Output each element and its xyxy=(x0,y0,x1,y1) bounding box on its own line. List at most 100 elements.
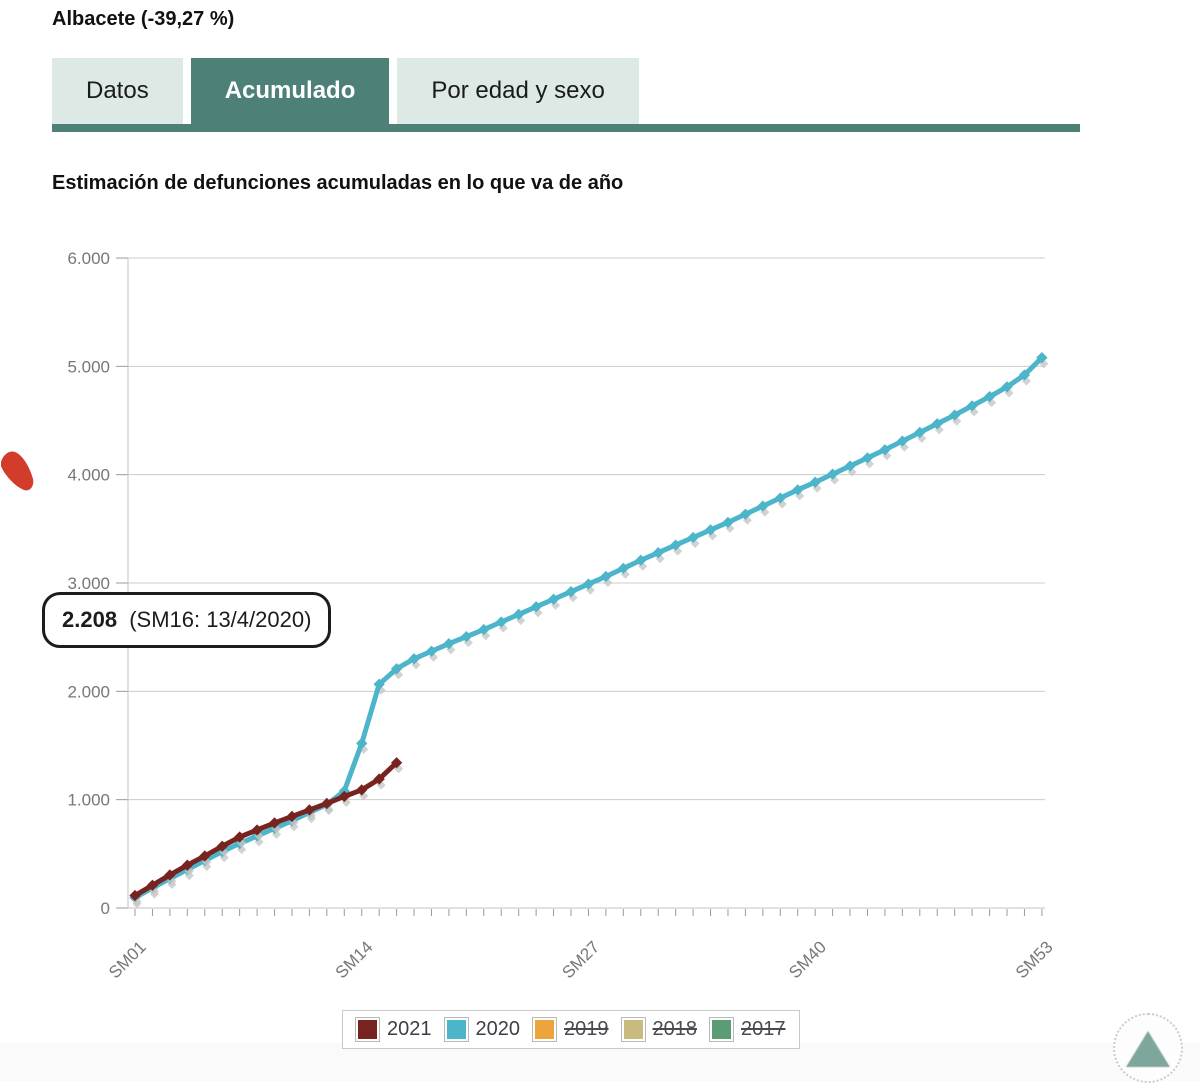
data-point-marker xyxy=(373,773,385,785)
data-point-marker xyxy=(879,444,891,456)
data-point-marker xyxy=(356,737,368,749)
y-axis-label: 6.000 xyxy=(67,249,110,268)
x-axis-label: SM27 xyxy=(558,937,603,982)
legend-item-2019[interactable]: 2019 xyxy=(532,1017,609,1042)
data-point-marker xyxy=(338,790,350,803)
data-point-marker xyxy=(268,817,281,829)
data-point-marker xyxy=(931,418,943,430)
legend-swatch-2019 xyxy=(532,1017,557,1042)
data-point-marker xyxy=(1036,352,1048,364)
data-point-marker xyxy=(443,638,455,650)
data-point-marker xyxy=(460,630,473,643)
data-point-marker xyxy=(582,578,595,590)
tab-por-edad-y-sexo[interactable]: Por edad y sexo xyxy=(397,58,639,124)
legend-label: 2021 xyxy=(387,1018,432,1040)
data-point-marker xyxy=(617,562,629,575)
y-axis-label: 4.000 xyxy=(67,466,110,485)
red-scribble-mark xyxy=(1,451,34,491)
data-point-marker xyxy=(425,645,438,657)
scroll-top-button[interactable] xyxy=(1113,1013,1183,1083)
series-2021 xyxy=(129,757,404,907)
legend-item-2018[interactable]: 2018 xyxy=(620,1017,698,1042)
data-point-marker xyxy=(861,452,874,464)
data-point-marker xyxy=(146,879,159,891)
data-point-marker xyxy=(844,460,856,472)
legend-swatch-2021 xyxy=(355,1017,380,1042)
chart-title: Estimación de defunciones acumuladas en … xyxy=(52,172,624,194)
tab-bar: Datos Acumulado Por edad y sexo xyxy=(52,58,647,124)
legend-label: 2019 xyxy=(564,1018,609,1040)
data-point-marker xyxy=(547,593,560,605)
legend-swatch-2018 xyxy=(620,1017,646,1042)
data-point-marker xyxy=(164,869,176,881)
data-point-marker xyxy=(530,601,542,613)
data-point-marker xyxy=(565,586,577,598)
data-point-marker xyxy=(896,435,909,447)
series-line-2021 xyxy=(132,760,400,899)
legend-label: 2018 xyxy=(652,1018,698,1040)
tab-acumulado[interactable]: Acumulado xyxy=(190,58,390,124)
legend-item-2020[interactable]: 2020 xyxy=(443,1017,521,1042)
x-axis-label: SM53 xyxy=(1012,937,1057,982)
data-point-marker xyxy=(321,797,333,810)
data-point-marker xyxy=(181,859,193,871)
tooltip-value: 2.208 xyxy=(62,607,118,632)
legend-item-2017[interactable]: 2017 xyxy=(709,1017,786,1042)
data-point-marker xyxy=(390,663,403,675)
data-point-marker xyxy=(513,608,525,621)
data-point-marker xyxy=(233,831,246,843)
data-point-marker xyxy=(635,554,647,566)
tab-underline xyxy=(52,124,1080,132)
data-point-marker xyxy=(478,623,490,636)
bottom-strip xyxy=(0,1043,1200,1081)
data-point-marker xyxy=(408,653,420,665)
data-point-marker xyxy=(1018,369,1031,381)
data-point-marker xyxy=(949,409,961,421)
data-point-marker xyxy=(669,539,682,551)
data-point-marker xyxy=(774,492,786,504)
data-point-marker xyxy=(286,810,298,823)
legend-swatch-2020 xyxy=(443,1017,469,1042)
x-axis-label: SM40 xyxy=(785,937,830,982)
y-axis-label: 1.000 xyxy=(67,791,110,810)
data-point-marker xyxy=(739,508,752,520)
data-point-marker xyxy=(129,889,141,902)
legend-swatch-2017 xyxy=(709,1017,734,1042)
legend-item-2021[interactable]: 2021 xyxy=(355,1017,432,1042)
data-point-marker xyxy=(704,524,717,536)
x-axis-label: SM01 xyxy=(105,937,150,982)
data-point-marker xyxy=(983,391,996,403)
data-point-marker xyxy=(303,804,316,816)
data-point-marker xyxy=(687,531,699,544)
triangle-up-icon xyxy=(1126,1031,1170,1067)
y-axis-label: 5.000 xyxy=(67,357,110,376)
data-point-marker xyxy=(1001,381,1013,393)
data-point-marker xyxy=(216,840,228,852)
tab-datos[interactable]: Datos xyxy=(52,58,183,124)
y-axis-label: 0 xyxy=(101,899,110,918)
data-point-marker xyxy=(600,570,612,583)
y-axis-label: 3.000 xyxy=(67,574,110,593)
data-point-marker xyxy=(495,616,507,628)
data-point-marker xyxy=(809,476,821,488)
legend-label: 2020 xyxy=(475,1018,521,1040)
data-point-marker xyxy=(792,484,804,496)
chart-tooltip: 2.208 (SM16: 13/4/2020) xyxy=(42,592,332,648)
chart-legend: 2021 2020 2019 2018 2017 xyxy=(342,1010,800,1049)
data-point-marker xyxy=(722,516,734,529)
data-point-marker xyxy=(966,400,978,412)
page-title: Albacete (-39,27 %) xyxy=(52,8,235,30)
legend-label: 2017 xyxy=(741,1018,786,1040)
data-point-marker xyxy=(373,678,385,690)
data-point-marker xyxy=(390,757,403,769)
data-point-marker xyxy=(199,850,211,862)
tooltip-detail: (SM16: 13/4/2020) xyxy=(129,607,312,632)
data-point-marker xyxy=(826,468,839,480)
data-point-marker xyxy=(914,426,926,439)
y-axis-label: 2.000 xyxy=(67,682,110,701)
data-point-marker xyxy=(652,547,664,559)
data-point-marker xyxy=(356,784,368,796)
data-point-marker xyxy=(757,500,769,512)
x-axis-label: SM14 xyxy=(332,937,377,982)
